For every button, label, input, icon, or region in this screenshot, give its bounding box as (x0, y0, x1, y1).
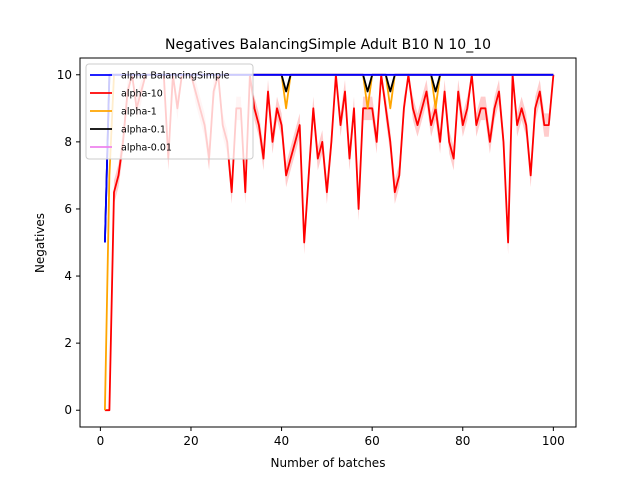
y-tick-label: 2 (64, 336, 72, 350)
legend-entry: alpha BalancingSimple (121, 71, 230, 82)
x-tick-label: 40 (274, 434, 289, 448)
legend-box (85, 63, 254, 160)
x-tick-label: 80 (455, 434, 470, 448)
y-tick-label: 6 (64, 202, 72, 216)
y-axis-ticks: 0 2 4 6 8 10 (57, 68, 80, 417)
legend-entry: alpha-1 (121, 107, 157, 118)
y-tick-label: 8 (64, 135, 72, 149)
legend-entry: alpha-0.1 (121, 125, 166, 136)
x-axis-label: Number of batches (271, 456, 386, 470)
chart-title: Negatives BalancingSimple Adult B10 N 10… (165, 37, 491, 53)
y-tick-label: 0 (64, 403, 72, 417)
x-tick-label: 60 (365, 434, 380, 448)
legend: alpha BalancingSimple alpha-10 alpha-1 alph… (85, 63, 254, 160)
x-axis-ticks: 0 20 40 60 80 100 (97, 427, 565, 448)
plot-frame (79, 57, 577, 428)
y-tick-label: 4 (64, 269, 72, 283)
y-axis-label: Negatives (33, 213, 47, 273)
x-tick-label: 20 (183, 434, 198, 448)
legend-entry: alpha-0.01 (121, 143, 172, 154)
x-tick-label: 100 (542, 434, 565, 448)
x-tick-label: 0 (97, 434, 105, 448)
y-tick-label: 10 (57, 68, 72, 82)
legend-entry: alpha-10 (121, 89, 163, 100)
